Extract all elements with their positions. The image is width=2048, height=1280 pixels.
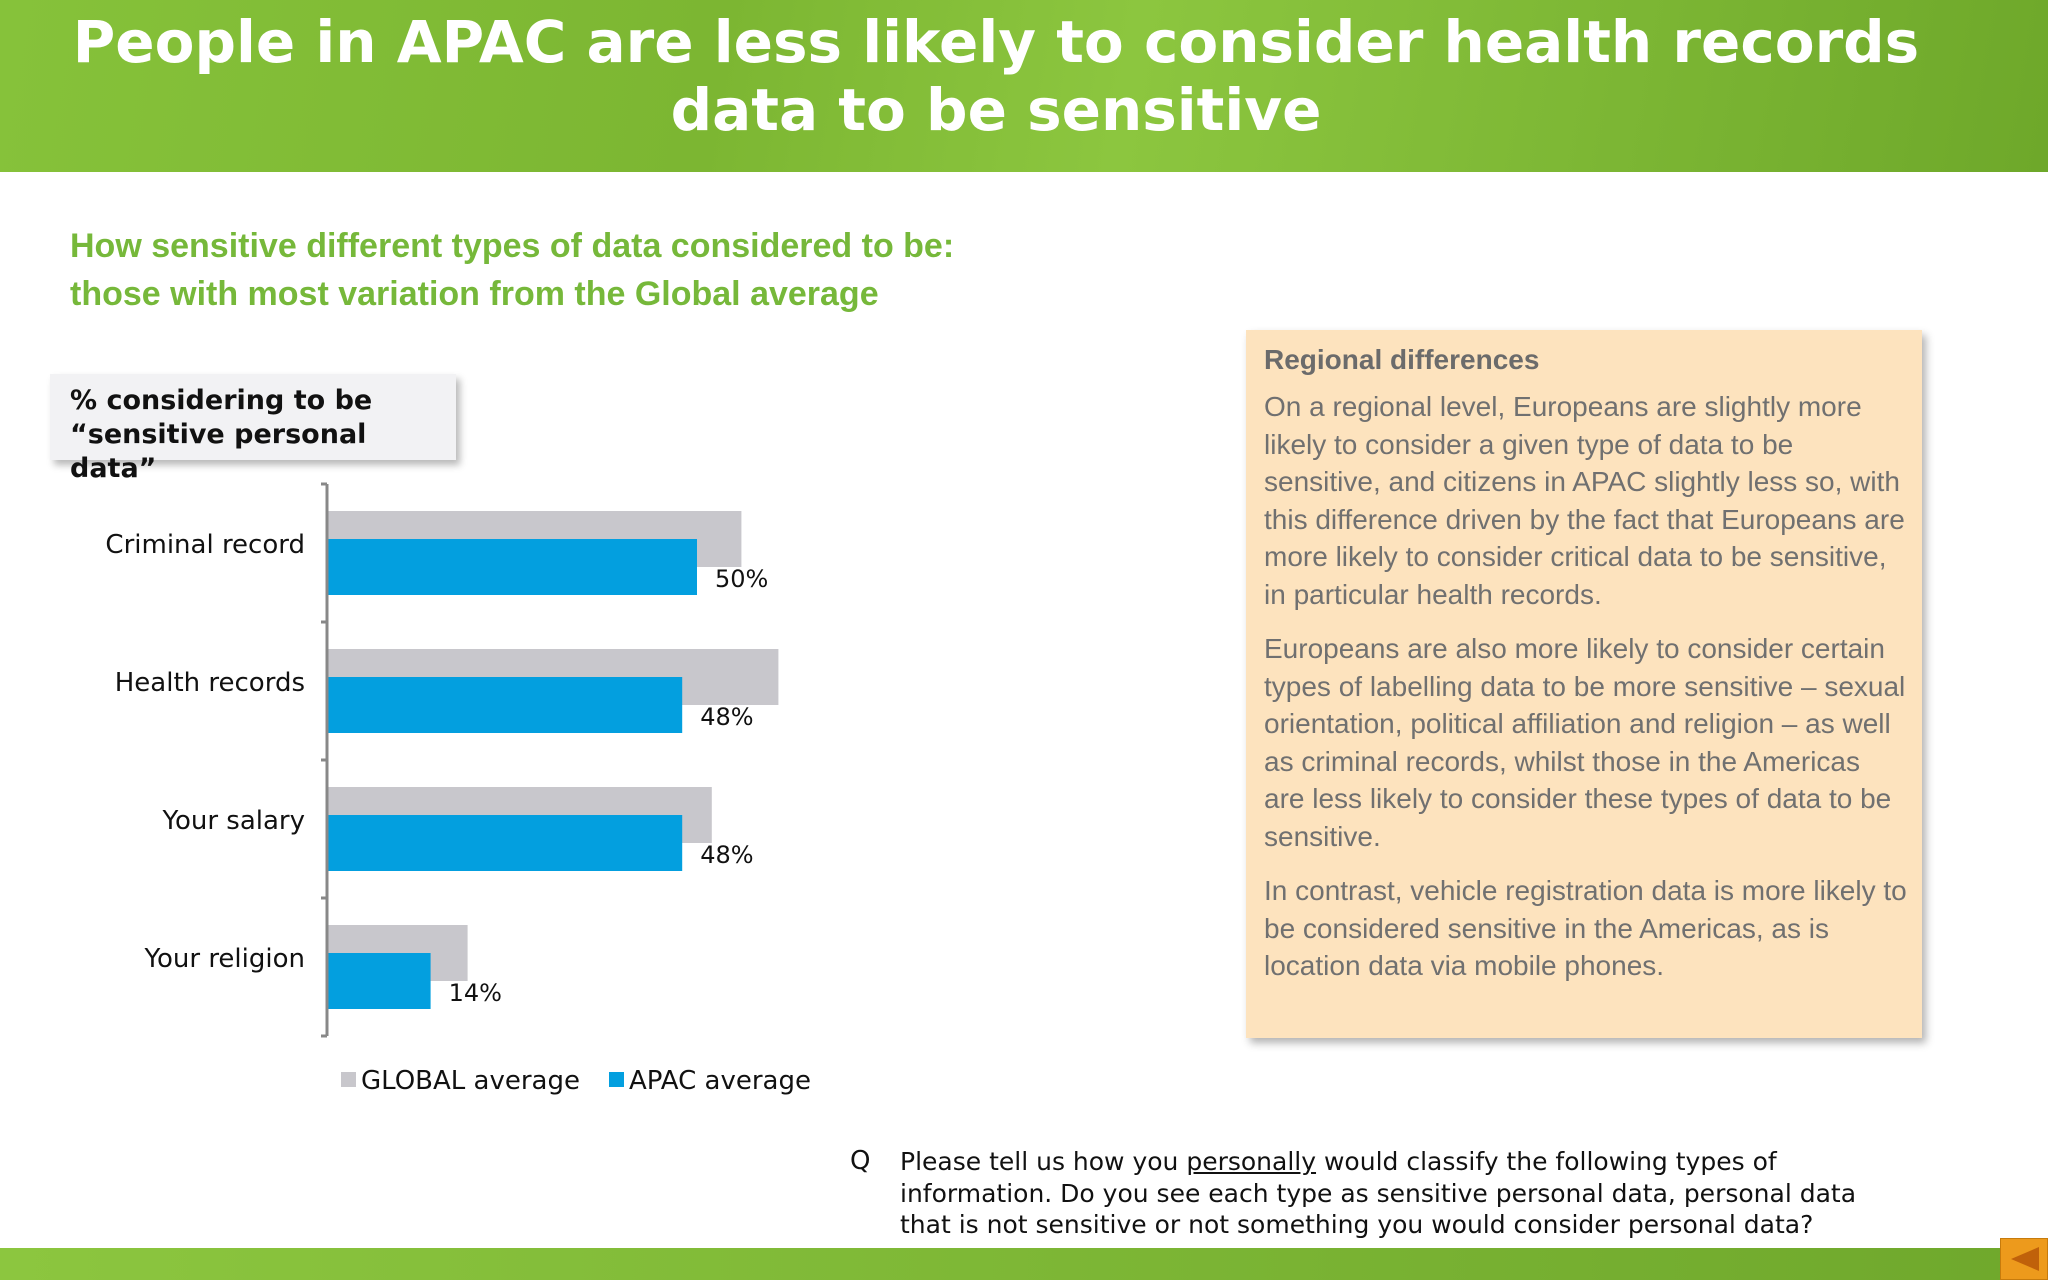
legend-swatch-0	[341, 1072, 356, 1087]
category-label-1: Health records	[115, 668, 305, 698]
page-title: People in APAC are less likely to consid…	[72, 8, 1920, 144]
side-box-paragraph-2: Europeans are also more likely to consid…	[1264, 633, 1906, 852]
chart-title: % considering to be “sensitive personal …	[70, 385, 373, 484]
category-label-0: Criminal record	[105, 530, 305, 560]
bar-apac-0	[327, 539, 697, 595]
chart-subtitle: How sensitive different types of data co…	[70, 222, 1030, 318]
previous-slide-button[interactable]	[2000, 1238, 2048, 1280]
legend-swatch-1	[609, 1072, 624, 1087]
category-label-2: Your salary	[162, 806, 305, 836]
side-box-paragraph-1: On a regional level, Europeans are sligh…	[1264, 391, 1905, 610]
data-label-1: 48%	[700, 703, 753, 731]
question-marker: Q	[850, 1146, 871, 1176]
category-label-3: Your religion	[144, 944, 305, 974]
header-banner: People in APAC are less likely to consid…	[0, 0, 2048, 172]
triangle-left-icon	[2011, 1247, 2039, 1271]
side-box-heading: Regional differences	[1264, 344, 1540, 375]
bar-apac-2	[327, 815, 683, 871]
subtitle-line-2: those with most variation from the Globa…	[70, 275, 879, 313]
legend-label-0: GLOBAL average	[361, 1066, 580, 1096]
question-text-after: would classify the following types of in…	[900, 1147, 1857, 1239]
bar-apac-3	[327, 953, 431, 1009]
question-text-before: Please tell us how you	[900, 1147, 1187, 1176]
regional-differences-box: Regional differences On a regional level…	[1246, 330, 1922, 1038]
subtitle-line-1: How sensitive different types of data co…	[70, 227, 955, 265]
footer-bar	[0, 1248, 2048, 1280]
chart-title-box: % considering to be “sensitive personal …	[50, 374, 456, 484]
data-label-0: 50%	[715, 565, 768, 593]
question-text-underlined: personally	[1186, 1147, 1317, 1176]
bar-apac-1	[327, 677, 683, 733]
data-label-3: 14%	[449, 979, 502, 1007]
side-box-paragraph-3: In contrast, vehicle registration data i…	[1264, 875, 1907, 981]
data-label-2: 48%	[700, 841, 753, 869]
question-text: Please tell us how you personally would …	[900, 1146, 1900, 1241]
legend-label-1: APAC average	[629, 1066, 811, 1096]
